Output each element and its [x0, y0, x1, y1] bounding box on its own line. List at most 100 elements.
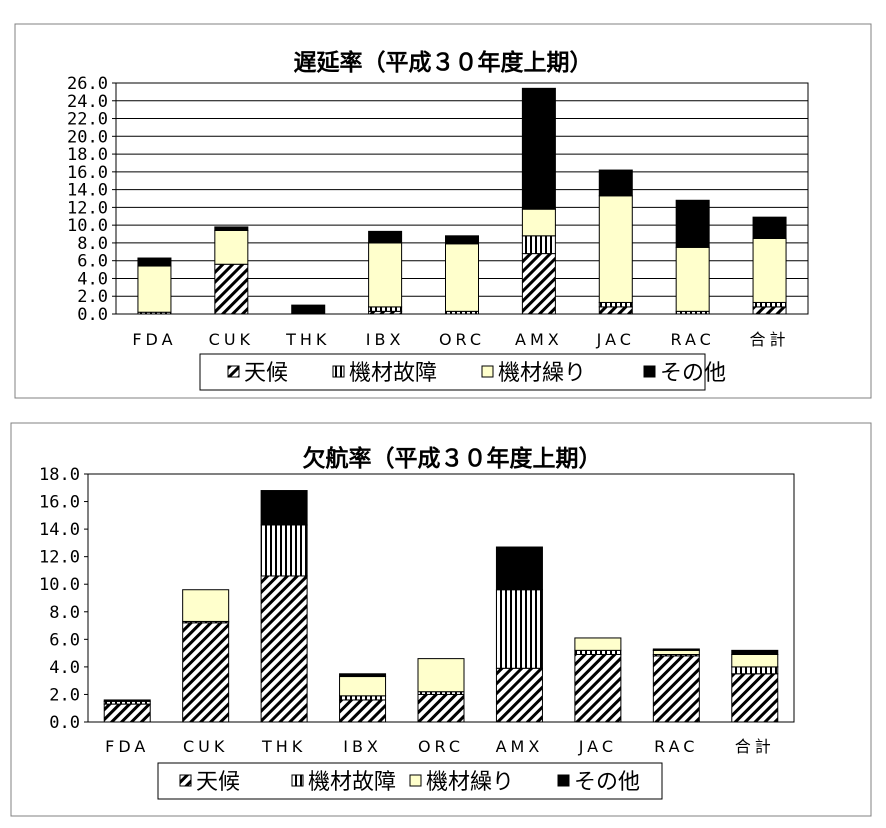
bar-segment-solid	[652, 649, 700, 655]
category-label: CUK	[209, 330, 254, 349]
y-tick-label: 4.0	[77, 269, 108, 289]
legend-box	[199, 353, 706, 391]
bar-segment-black	[652, 648, 700, 651]
bar-segment-black	[752, 216, 787, 239]
bar-segment-solid	[445, 243, 479, 312]
bar-segment-black	[445, 235, 479, 245]
bar-segment-black	[260, 490, 308, 526]
category-label: FDA	[132, 330, 176, 349]
y-tick-label: 6.0	[77, 252, 108, 272]
bar-segment-vertical	[574, 649, 622, 655]
y-tick-label: 24.0	[67, 92, 108, 112]
category-label: RAC	[671, 330, 715, 349]
bar-segment-diagonal	[214, 263, 249, 315]
category-label: IBX	[343, 737, 382, 756]
y-tick-label: 18.0	[67, 145, 108, 165]
bar-segment-solid	[182, 589, 230, 622]
bar-segment-diagonal	[752, 306, 787, 315]
bar-segment-vertical	[598, 301, 633, 308]
y-tick-label: 2.0	[49, 685, 80, 705]
legend-label: 機材故障	[349, 361, 437, 386]
y-tick-label: 20.0	[67, 127, 108, 147]
delay-chart-title: 遅延率（平成３０年度上期）	[294, 49, 593, 76]
y-tick-label: 0.0	[49, 713, 80, 733]
category-label: ORC	[418, 737, 464, 756]
y-tick-label: 10.0	[67, 216, 108, 236]
y-tick-label: 8.0	[49, 603, 80, 623]
bar-segment-solid	[521, 208, 556, 237]
bar-segment-black	[103, 699, 151, 702]
bar-segment-vertical	[521, 235, 556, 255]
delay-chart: 0.02.04.06.08.010.012.014.016.018.020.02…	[67, 74, 809, 391]
bar-segment-vertical	[731, 666, 779, 675]
y-tick-label: 6.0	[49, 630, 80, 650]
y-tick-label: 12.0	[39, 548, 80, 568]
bar-segment-black	[339, 673, 387, 678]
legend-swatch-black	[557, 774, 570, 787]
cancel-chart-title: 欠航率（平成３０年度上期）	[303, 445, 602, 472]
bar-segment-solid	[598, 195, 633, 303]
bar-segment-diagonal	[417, 693, 465, 723]
bar-segment-diagonal	[731, 673, 779, 723]
bar-segment-black	[731, 649, 779, 655]
legend-label: 天候	[196, 770, 240, 795]
y-tick-label: 8.0	[77, 234, 108, 254]
category-label: 合計	[735, 737, 775, 756]
legend-swatch-diagonal	[227, 365, 240, 378]
bar-segment-solid	[339, 676, 387, 697]
category-label: 合計	[750, 330, 790, 349]
legend-label: 機材繰り	[498, 361, 586, 386]
bar-segment-black	[598, 169, 633, 197]
legend-swatch-vertical	[332, 365, 345, 378]
legend-label: その他	[660, 361, 726, 386]
bar-segment-solid	[731, 653, 779, 668]
legend-swatch-diagonal	[179, 774, 192, 787]
y-tick-label: 2.0	[77, 287, 108, 307]
bar-segment-diagonal	[339, 699, 387, 723]
bar-segment-black	[495, 546, 543, 591]
y-tick-label: 16.0	[67, 163, 108, 183]
legend-swatch-vertical	[291, 774, 304, 787]
legend-swatch-solid	[481, 365, 494, 378]
bar-segment-solid	[752, 237, 787, 303]
bar-segment-solid	[368, 242, 403, 308]
category-label: JAC	[578, 737, 617, 756]
y-tick-label: 4.0	[49, 658, 80, 678]
category-label: IBX	[366, 330, 405, 349]
bar-segment-black	[291, 304, 326, 315]
bar-segment-black	[521, 87, 556, 210]
category-label: THK	[285, 330, 330, 349]
bar-segment-black	[368, 230, 403, 244]
cancel-chart: 0.0 2.0 4.0 6.0 8.0 10.0 12.0 14.0 16.0 18.0 FDA CU…	[39, 465, 795, 800]
bar-segment-black	[137, 257, 172, 267]
bar-segment-vertical	[260, 524, 308, 577]
y-tick-label: 16.0	[39, 493, 80, 513]
y-tick-label: 26.0	[67, 74, 108, 94]
bar-segment-diagonal	[521, 253, 556, 315]
bar-segment-black	[214, 226, 249, 231]
bar-segment-solid	[574, 637, 622, 651]
bar-segment-diagonal	[598, 306, 633, 315]
category-label: CUK	[183, 737, 228, 756]
bar-segment-diagonal	[495, 667, 543, 723]
y-tick-label: 10.0	[39, 575, 80, 595]
bar-segment-diagonal	[260, 575, 308, 723]
bar-segment-diagonal	[182, 622, 230, 723]
category-label: AMX	[496, 737, 544, 756]
y-tick-label: 12.0	[67, 198, 108, 218]
bar-segment-solid	[675, 246, 710, 312]
category-label: FDA	[105, 737, 149, 756]
y-tick-label: 22.0	[67, 110, 108, 130]
category-label: THK	[261, 737, 306, 756]
bar-segment-diagonal	[103, 703, 151, 723]
bar-segment-vertical	[339, 695, 387, 701]
legend-swatch-solid	[409, 774, 422, 787]
bar-segment-vertical	[495, 589, 543, 669]
legend-label: 機材繰り	[426, 770, 514, 795]
category-label: AMX	[515, 330, 563, 349]
y-tick-label: 18.0	[39, 465, 80, 485]
y-tick-label: 14.0	[39, 520, 80, 540]
bar-segment-diagonal	[652, 655, 700, 723]
legend-label: 天候	[244, 361, 288, 386]
